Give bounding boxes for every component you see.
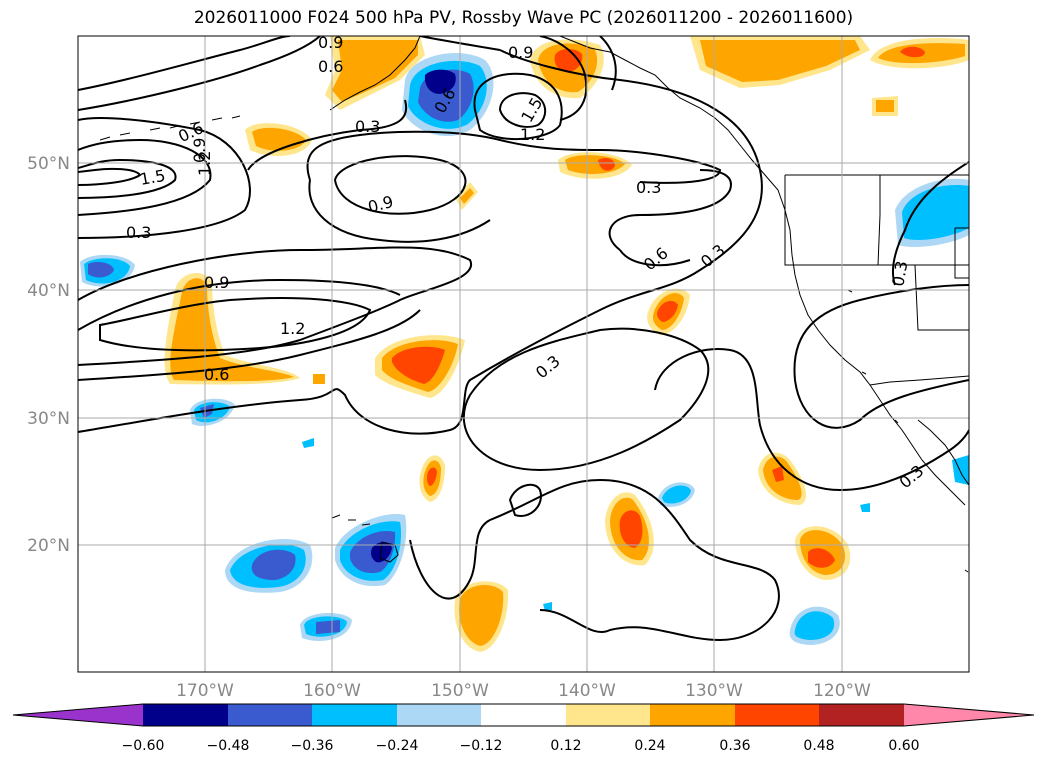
colorbar-tick-label: 0.12 <box>550 738 581 754</box>
lat-label: 50°N <box>27 154 70 174</box>
lon-label: 170°W <box>176 681 234 701</box>
contour-label: 0.6 <box>318 57 343 76</box>
colorbar-bin <box>481 704 566 726</box>
colorbar-tick-label: −0.48 <box>207 738 250 754</box>
contour-label: 0.3 <box>126 223 151 242</box>
lat-label: 30°N <box>27 409 70 429</box>
colorbar-tick-label: 0.36 <box>719 738 750 754</box>
map-frame <box>77 35 970 673</box>
colorbar-extend-right <box>904 704 1034 726</box>
lon-label: 160°W <box>303 681 361 701</box>
colorbar-bin <box>819 704 904 726</box>
colorbar-bin <box>312 704 397 726</box>
colorbar-tick-label: −0.36 <box>291 738 334 754</box>
colorbar-tick-label: −0.60 <box>122 738 165 754</box>
colorbar-bin <box>228 704 312 726</box>
pv-contours <box>78 36 969 642</box>
lon-label: 140°W <box>558 681 616 701</box>
contour-label: 0.3 <box>355 117 380 136</box>
lat-label: 20°N <box>27 536 70 556</box>
colorbar-bin <box>735 704 819 726</box>
contour-label: 1.2 <box>280 319 305 338</box>
contour-label: 0.6 <box>204 365 229 384</box>
contour-label-layer: 0.9 0.6 0.9 0.3 0.6 1.5 1.2 0.6 0.9 1.2 … <box>126 33 927 492</box>
chart-title: 2026011000 F024 500 hPa PV, Rossby Wave … <box>193 8 854 28</box>
colorbar-extend-left <box>13 704 143 726</box>
contour-label: 0.9 <box>190 138 209 163</box>
lon-label: 150°W <box>431 681 489 701</box>
lat-labels: 50°N 40°N 30°N 20°N <box>27 154 70 556</box>
contour-label: 0.3 <box>888 259 911 287</box>
colorbar-tick-label: 0.24 <box>634 738 665 754</box>
colorbar: −0.60 −0.48 −0.36 −0.24 −0.12 0.12 0.24 … <box>12 703 1035 754</box>
contour-label: 1.2 <box>520 125 545 144</box>
contour-label: 1.5 <box>138 166 166 189</box>
lon-labels: 170°W 160°W 150°W 140°W 130°W 120°W <box>176 681 871 701</box>
contour-label: 1.2 <box>195 151 214 176</box>
contour-label: 0.9 <box>204 273 229 292</box>
lat-label: 40°N <box>27 281 70 301</box>
gridlines <box>78 36 969 672</box>
colorbar-tick-label: 0.48 <box>803 738 834 754</box>
colorbar-tick-label: 0.60 <box>888 738 919 754</box>
lon-label: 130°W <box>685 681 743 701</box>
colorbar-bin <box>397 704 481 726</box>
lon-label: 120°W <box>813 681 871 701</box>
colorbar-tick-label: −0.12 <box>460 738 503 754</box>
colorbar-tick-label: −0.24 <box>376 738 419 754</box>
contour-label: 0.9 <box>508 43 533 62</box>
colorbar-bin <box>143 704 228 726</box>
contour-label: 0.9 <box>318 33 343 52</box>
contour-label: 0.3 <box>636 178 661 197</box>
colorbar-bin <box>566 704 650 726</box>
colorbar-bin <box>650 704 735 726</box>
